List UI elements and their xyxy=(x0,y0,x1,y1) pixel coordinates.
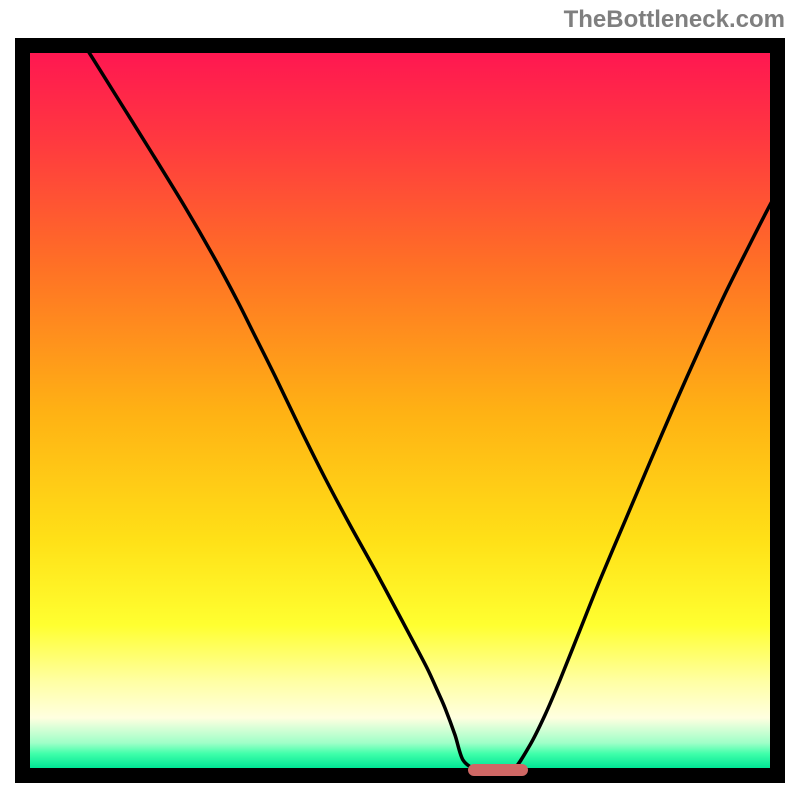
bottleneck-chart xyxy=(0,0,800,800)
chart-background xyxy=(30,53,770,768)
optimal-range-marker xyxy=(468,764,528,776)
